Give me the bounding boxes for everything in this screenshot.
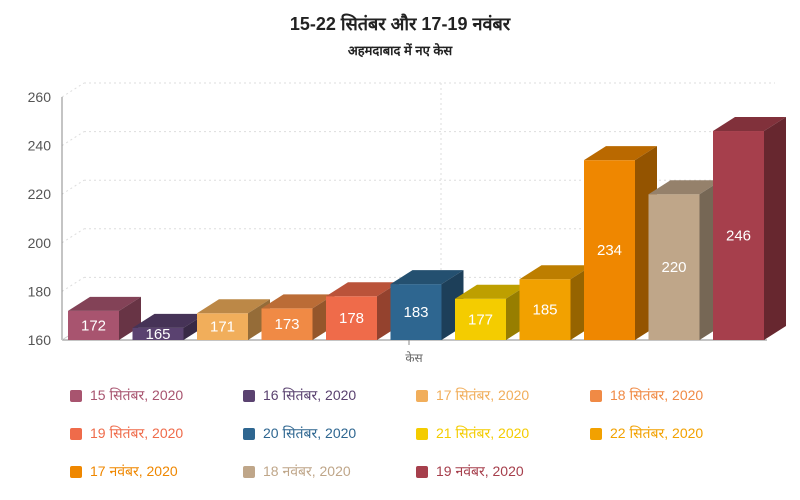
legend-label: 19 सितंबर, 2020 [90, 425, 184, 441]
chart-title: 15-22 सितंबर और 17-19 नवंबर [289, 14, 511, 34]
bar-value-label: 234 [597, 242, 622, 259]
x-axis-label: केस [405, 351, 423, 365]
bar-top [584, 146, 657, 161]
bar-front [519, 279, 571, 340]
legend-item[interactable]: 19 नवंबर, 2020 [416, 462, 524, 481]
bar-top [455, 284, 528, 299]
legend-label: 18 सितंबर, 2020 [610, 387, 704, 403]
bar-top [68, 296, 141, 311]
legend-item[interactable]: 19 सितंबर, 2020 [70, 424, 183, 443]
bar-value-label: 173 [274, 316, 299, 333]
bar-top [648, 180, 722, 195]
legend-swatch [243, 427, 255, 440]
bar-front [648, 194, 700, 340]
bar-value-label: 172 [81, 317, 106, 334]
legend-item[interactable]: 16 सितंबर, 2020 [243, 386, 356, 405]
legend-item[interactable]: 22 सितंबर, 2020 [590, 424, 703, 443]
gridline-side [61, 228, 85, 244]
legend-label: 16 सितंबर, 2020 [263, 387, 357, 403]
legend-label: 15 सितंबर, 2020 [90, 387, 184, 403]
bar-value-label: 178 [339, 310, 364, 327]
bar-value-label: 185 [532, 302, 557, 319]
legend-swatch [243, 465, 255, 478]
gridline-side [61, 131, 85, 147]
bar-side [764, 117, 786, 341]
bar-value-label: 171 [210, 319, 235, 336]
legend-item[interactable]: 17 नवंबर, 2020 [70, 462, 178, 481]
legend-swatch [243, 389, 255, 402]
gridline-side [61, 179, 85, 195]
legend-item[interactable]: 18 सितंबर, 2020 [590, 386, 703, 405]
gridline-side [61, 82, 85, 98]
legend-label: 21 सितंबर, 2020 [436, 425, 530, 441]
bar-front [455, 298, 506, 340]
bar-front [390, 284, 442, 340]
gridline-side [61, 276, 85, 292]
legend-swatch [590, 427, 602, 440]
bar-top [713, 117, 786, 132]
legend-label: 17 सितंबर, 2020 [436, 387, 530, 403]
legend-swatch [70, 389, 82, 402]
bar-front [713, 131, 764, 340]
y-tick-label: 180 [28, 283, 52, 299]
legend-swatch [70, 465, 82, 478]
bar-top [197, 299, 270, 314]
bar-value-label: 246 [726, 228, 751, 245]
bar-front [326, 296, 377, 340]
legend-item[interactable]: 17 सितंबर, 2020 [416, 386, 529, 405]
legend-label: 18 नवंबर, 2020 [263, 463, 351, 479]
legend-swatch [416, 389, 428, 402]
bar-value-label: 177 [468, 311, 493, 328]
legend-label: 20 सितंबर, 2020 [263, 425, 357, 441]
legend-item[interactable]: 15 सितंबर, 2020 [70, 386, 183, 405]
legend-label: 22 सितंबर, 2020 [610, 425, 704, 441]
legend-swatch [590, 389, 602, 402]
bar-top [261, 294, 335, 309]
bar-top [390, 270, 464, 285]
bar-value-label: 183 [403, 304, 428, 321]
y-tick-label: 160 [28, 332, 52, 348]
bar-top [132, 313, 206, 328]
bar-front [132, 327, 184, 340]
legend-label: 17 नवंबर, 2020 [90, 463, 178, 479]
legend-item[interactable]: 20 सितंबर, 2020 [243, 424, 356, 443]
y-tick-label: 200 [28, 235, 52, 251]
bar-value-label: 165 [145, 326, 170, 343]
bar-front [261, 308, 313, 340]
chart-subtitle: अहमदाबाद में नए केस [347, 43, 453, 58]
legend-item[interactable]: 21 सितंबर, 2020 [416, 424, 529, 443]
bar-top [326, 282, 399, 297]
legend-swatch [70, 427, 82, 440]
bar-front [197, 313, 248, 340]
legend-item[interactable]: 18 नवंबर, 2020 [243, 462, 351, 481]
legend-label: 19 नवंबर, 2020 [436, 463, 524, 479]
bar-front [584, 160, 635, 340]
y-tick-label: 240 [28, 138, 52, 154]
legend-swatch [416, 465, 428, 478]
bar-front [68, 310, 119, 340]
y-tick-label: 220 [28, 186, 52, 202]
bar-value-label: 220 [661, 259, 686, 276]
legend-swatch [416, 427, 428, 440]
y-tick-label: 260 [28, 89, 52, 105]
bar-top [519, 265, 593, 280]
